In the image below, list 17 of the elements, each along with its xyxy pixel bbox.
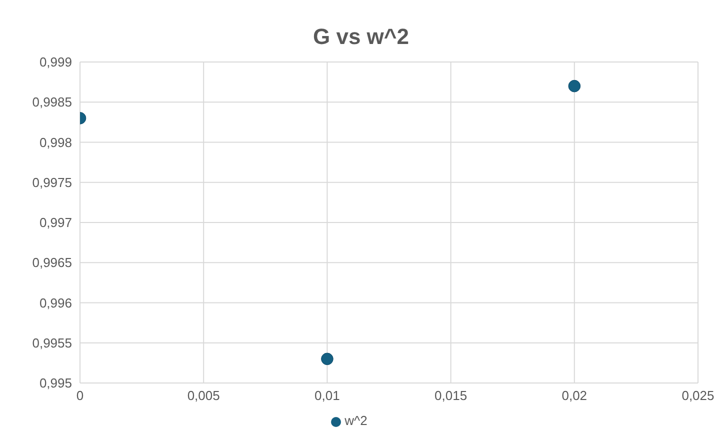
y-tick-label: 0,999	[39, 54, 72, 70]
x-tick-label: 0,015	[434, 388, 468, 404]
x-tick-label: 0,01	[314, 388, 340, 404]
y-tick-label: 0,996	[39, 295, 72, 310]
x-tick-label: 0,005	[187, 388, 220, 404]
y-tick-label: 0,995	[39, 376, 72, 391]
y-tick-label: 0,9955	[32, 335, 72, 350]
y-tick-label: 0,998	[39, 134, 72, 150]
chart-title: G vs w^2	[312, 24, 410, 50]
y-tick-label: 0,9985	[32, 94, 72, 110]
x-tick-label: 0,02	[562, 388, 588, 404]
legend-label: w^2	[344, 413, 368, 428]
y-tick-label: 0,9975	[32, 174, 72, 190]
y-tick-label: 0,9965	[32, 255, 72, 270]
x-tick-label: 0,025	[682, 388, 714, 404]
x-tick-label: 0	[76, 388, 84, 404]
y-tick-label: 0,997	[39, 215, 72, 230]
